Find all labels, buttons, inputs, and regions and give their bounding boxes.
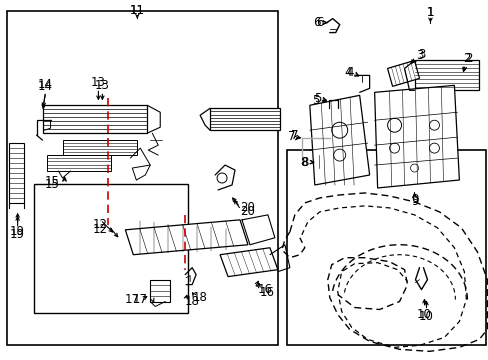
- Text: 18: 18: [184, 295, 199, 308]
- Circle shape: [333, 149, 345, 161]
- Text: 15: 15: [45, 175, 60, 189]
- Text: 14: 14: [38, 78, 53, 91]
- Polygon shape: [125, 220, 247, 255]
- Text: 19: 19: [10, 225, 25, 238]
- Bar: [46, 155, 111, 171]
- Bar: [42, 105, 147, 133]
- Text: 16: 16: [259, 286, 274, 299]
- Text: 2: 2: [463, 52, 470, 65]
- Polygon shape: [220, 248, 277, 276]
- Text: 3: 3: [415, 49, 422, 62]
- Text: 1: 1: [426, 6, 433, 19]
- Text: 9: 9: [410, 195, 417, 208]
- Text: 1: 1: [426, 6, 433, 19]
- Text: 9: 9: [410, 193, 417, 206]
- Text: 13: 13: [91, 76, 105, 89]
- Circle shape: [428, 120, 439, 130]
- Text: 5: 5: [311, 94, 319, 107]
- Bar: [210, 108, 279, 130]
- Text: 13: 13: [95, 79, 110, 92]
- Text: 19: 19: [10, 228, 25, 241]
- Bar: [150, 280, 170, 302]
- Bar: [6, 12, 277, 345]
- Text: 14: 14: [38, 80, 53, 93]
- Text: 8: 8: [300, 156, 307, 168]
- Circle shape: [428, 143, 439, 153]
- Polygon shape: [387, 60, 419, 86]
- Circle shape: [387, 118, 401, 132]
- Text: 4: 4: [345, 66, 353, 79]
- Text: 10: 10: [416, 308, 431, 321]
- Text: 10: 10: [418, 310, 433, 323]
- Bar: [34, 184, 188, 313]
- Text: 20: 20: [240, 205, 255, 219]
- Bar: [314, 155, 331, 168]
- Polygon shape: [374, 85, 458, 188]
- Text: 12: 12: [93, 223, 108, 236]
- Text: 6: 6: [312, 16, 320, 29]
- Text: 11: 11: [129, 4, 144, 17]
- Circle shape: [389, 143, 399, 153]
- Text: 5: 5: [313, 92, 321, 105]
- Bar: [414, 60, 478, 90]
- Text: 15: 15: [45, 179, 60, 192]
- Text: 4: 4: [343, 66, 351, 79]
- Text: 3: 3: [417, 48, 424, 61]
- Circle shape: [331, 122, 347, 138]
- Bar: [287, 149, 485, 345]
- Polygon shape: [309, 95, 369, 185]
- Bar: [62, 140, 137, 155]
- Text: 6: 6: [315, 16, 323, 29]
- Text: 2: 2: [465, 52, 472, 65]
- Text: 17: 17: [124, 293, 140, 306]
- Circle shape: [410, 164, 418, 172]
- Text: 17: 17: [133, 293, 147, 306]
- Text: 7: 7: [287, 130, 295, 143]
- Text: 7: 7: [290, 129, 298, 142]
- Text: 16: 16: [257, 283, 272, 296]
- Text: 8: 8: [301, 156, 308, 168]
- Text: 12: 12: [93, 218, 108, 231]
- Text: 11: 11: [129, 4, 144, 17]
- Text: 20: 20: [240, 201, 255, 215]
- Text: 18: 18: [192, 291, 207, 304]
- Circle shape: [217, 173, 226, 183]
- Bar: [9, 143, 23, 203]
